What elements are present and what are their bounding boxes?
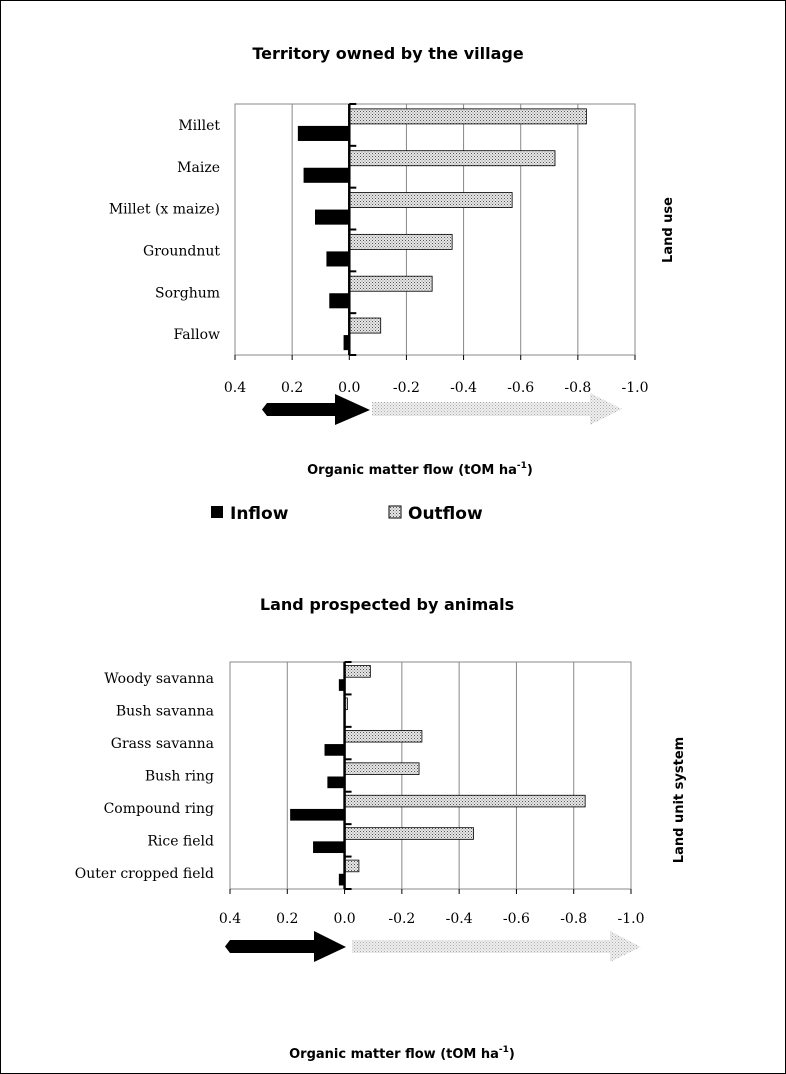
tick-label: -0.6 <box>503 911 530 927</box>
y-axis-title: Land unit system <box>672 737 687 863</box>
tick-label: 0.0 <box>338 380 360 396</box>
inflow-bar <box>343 335 350 351</box>
tick-label: -0.2 <box>388 911 415 927</box>
inflow-arrow <box>225 931 346 962</box>
category-labels: Woody savanna Bush savanna Grass savanna Bu… <box>75 671 214 882</box>
grid <box>234 104 636 355</box>
plot-area <box>229 661 632 890</box>
tick-label: -0.6 <box>507 380 534 396</box>
outflow-bar <box>344 859 360 873</box>
legend: Inflow Outflow <box>211 504 483 524</box>
inflow-bar <box>303 167 350 183</box>
tick-labels: 0.4 0.2 0.0 -0.2 -0.4 -0.6 -0.8 -1.0 <box>224 355 649 396</box>
category-label: Fallow <box>174 327 220 343</box>
outflow-arrow <box>372 393 622 425</box>
category-label: Millet <box>178 118 220 134</box>
outflow-bar <box>348 275 433 292</box>
tick-label: -0.4 <box>446 911 473 927</box>
tick-label: -1.0 <box>618 911 645 927</box>
outflow-bar <box>348 150 556 167</box>
tick-label: 0.4 <box>219 911 241 927</box>
inflow-arrow <box>262 394 370 425</box>
tick-label: 0.4 <box>224 380 246 396</box>
tick-label: -0.2 <box>393 380 420 396</box>
inflow-bar <box>327 776 345 789</box>
legend-inflow-swatch <box>211 506 223 518</box>
category-labels: Millet Maize Millet (x maize) Groundnut Sorg… <box>109 118 221 343</box>
category-label: Rice field <box>147 833 214 849</box>
category-label: Grass savanna <box>111 736 214 752</box>
legend-outflow-swatch <box>388 505 402 519</box>
plot-area <box>234 103 636 356</box>
tick-label: -0.8 <box>564 380 591 396</box>
y-axis-title: Land use <box>661 197 676 263</box>
category-label: Compound ring <box>104 801 214 817</box>
inflow-bar <box>326 251 350 267</box>
chart-title: Territory owned by the village <box>252 44 524 63</box>
chart-village: Territory owned by the village Millet Mai… <box>109 44 676 478</box>
bars <box>290 661 586 890</box>
inflow-bar <box>297 125 350 141</box>
category-label: Outer cropped field <box>75 866 214 882</box>
grid <box>229 662 632 889</box>
tick-label: 0.0 <box>333 911 355 927</box>
outflow-bar <box>344 762 420 775</box>
outflow-bar <box>348 233 453 250</box>
outflow-bar <box>348 192 513 208</box>
x-axis-title: Organic matter flow (tOM ha-1) <box>289 1045 515 1062</box>
category-label: Bush ring <box>145 769 214 785</box>
direction-arrows <box>225 931 641 962</box>
outflow-bar <box>348 317 382 334</box>
outflow-arrow <box>352 931 641 962</box>
tick-label: 0.2 <box>281 380 303 396</box>
tick-label: -1.0 <box>622 380 649 396</box>
outflow-bar <box>344 665 371 678</box>
legend-outflow-label: Outflow <box>408 504 483 524</box>
inflow-bar <box>324 744 345 756</box>
category-label: Sorghum <box>155 285 220 301</box>
category-label: Woody savanna <box>104 671 214 687</box>
inflow-bar <box>313 841 345 854</box>
legend-inflow-label: Inflow <box>230 504 289 524</box>
outflow-bar <box>344 794 586 808</box>
inflow-bar <box>290 808 345 821</box>
direction-arrows <box>262 393 622 425</box>
category-label: Maize <box>177 160 220 176</box>
inflow-bar <box>329 293 350 309</box>
chart-animals: Land prospected by animals Woody savanna… <box>75 595 687 1062</box>
tick-labels: 0.4 0.2 0.0 -0.2 -0.4 -0.6 -0.8 -1.0 <box>219 889 645 927</box>
inflow-bar <box>338 873 345 886</box>
outflow-bar <box>348 108 587 125</box>
inflow-bar <box>315 209 350 225</box>
chart-title: Land prospected by animals <box>260 595 514 614</box>
tick-label: 0.2 <box>276 911 298 927</box>
tick-label: -0.4 <box>450 380 477 396</box>
category-label: Bush savanna <box>116 704 214 720</box>
tick-label: -0.8 <box>560 911 587 927</box>
bars <box>297 103 587 356</box>
x-axis-title: Organic matter flow (tOM ha-1) <box>307 461 533 478</box>
outflow-bar <box>344 729 423 743</box>
category-label: Groundnut <box>143 243 220 259</box>
category-label: Millet (x maize) <box>109 202 220 218</box>
outflow-bar <box>344 827 474 840</box>
inflow-bar <box>338 679 345 691</box>
